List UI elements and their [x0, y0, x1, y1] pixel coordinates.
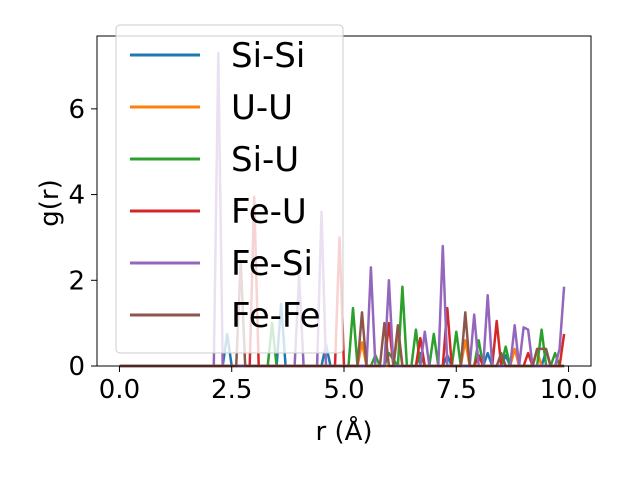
x-tick-label: 5.0: [323, 375, 364, 405]
x-tick-label: 0.0: [99, 375, 140, 405]
legend-label: Fe-U: [231, 192, 307, 232]
y-tick-label: 0: [68, 352, 85, 382]
x-tick-label: 10.0: [540, 375, 598, 405]
legend-label: Si-U: [231, 140, 299, 180]
y-tick-label: 4: [68, 181, 85, 211]
y-tick-label: 2: [68, 266, 85, 296]
y-axis-label: g(r): [35, 179, 65, 226]
y-tick-label: 6: [68, 95, 85, 125]
x-axis-label: r (Å): [315, 415, 372, 447]
legend-label: Fe-Fe: [231, 296, 321, 336]
legend-label: Fe-Si: [231, 244, 313, 284]
x-axis: 0.0 2.5 5.0 7.5 10.0: [99, 366, 598, 405]
legend: Si-Si U-U Si-U Fe-U Fe-Si Fe-Fe: [115, 24, 344, 354]
legend-label: Si-Si: [231, 36, 305, 76]
y-axis: 0 2 4 6: [68, 95, 97, 382]
x-tick-label: 2.5: [211, 375, 252, 405]
x-tick-label: 7.5: [436, 375, 477, 405]
legend-label: U-U: [231, 88, 293, 128]
